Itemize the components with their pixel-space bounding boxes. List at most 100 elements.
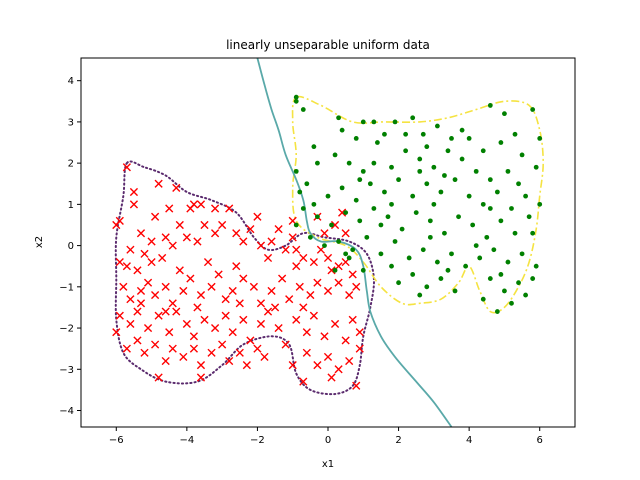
green-dot-marker bbox=[378, 251, 384, 257]
red-x-marker bbox=[218, 340, 227, 349]
red-x-marker bbox=[115, 311, 124, 320]
red-x-marker bbox=[299, 377, 308, 386]
red-x-marker bbox=[179, 286, 188, 296]
green-dot-marker bbox=[498, 272, 504, 277]
green-dot-marker bbox=[396, 280, 401, 286]
green-dot-marker bbox=[371, 119, 377, 125]
red-x-marker bbox=[126, 319, 135, 329]
green-dot-marker bbox=[470, 222, 476, 228]
red-x-marker bbox=[242, 361, 251, 370]
green-dot-marker bbox=[406, 255, 412, 261]
red-x-marker bbox=[214, 270, 223, 279]
y-tick-label: 4 bbox=[68, 76, 74, 87]
red-x-marker bbox=[196, 373, 206, 382]
y-axis-ticks: −4 −3 −2 −1 0 1 2 3 4 bbox=[59, 76, 81, 417]
green-dot-marker bbox=[424, 144, 430, 150]
red-x-marker bbox=[182, 233, 191, 242]
green-dot-marker bbox=[329, 222, 334, 228]
green-dot-marker bbox=[322, 243, 327, 248]
green-dot-marker bbox=[350, 247, 356, 253]
red-x-marker bbox=[207, 282, 216, 291]
red-x-marker bbox=[112, 220, 121, 230]
red-x-marker bbox=[143, 323, 153, 333]
red-x-marker bbox=[196, 361, 206, 370]
green-dot-marker bbox=[473, 168, 479, 174]
green-dot-marker bbox=[307, 234, 313, 240]
red-x-marker bbox=[263, 307, 273, 316]
green-dot-marker bbox=[502, 288, 507, 294]
green-dot-marker bbox=[424, 284, 430, 290]
x-tick-label: 2 bbox=[395, 435, 401, 446]
red-x-marker bbox=[235, 299, 244, 308]
green-dot-marker bbox=[396, 177, 401, 183]
green-dot-marker bbox=[487, 276, 493, 281]
red-x-marker bbox=[267, 237, 276, 246]
green-dot-marker bbox=[431, 201, 437, 207]
red-x-marker bbox=[239, 237, 248, 246]
green-dot-marker bbox=[300, 206, 306, 211]
green-dot-marker bbox=[445, 148, 451, 154]
green-dot-marker bbox=[498, 140, 504, 145]
green-dot-marker bbox=[360, 168, 366, 174]
x-axis-label: x1 bbox=[322, 459, 334, 470]
green-dot-marker bbox=[459, 156, 465, 162]
red-x-marker bbox=[239, 274, 248, 283]
red-x-marker bbox=[355, 328, 364, 337]
red-x-marker bbox=[151, 340, 160, 349]
red-x-marker bbox=[122, 163, 131, 172]
red-x-marker bbox=[126, 245, 135, 254]
green-dot-marker bbox=[537, 135, 543, 141]
green-dot-marker bbox=[332, 267, 338, 273]
red-x-marker bbox=[281, 245, 290, 254]
red-x-marker bbox=[330, 319, 340, 329]
red-x-marker bbox=[348, 270, 357, 279]
decision-boundary-line bbox=[256, 58, 453, 427]
red-x-marker bbox=[207, 348, 216, 357]
y-tick-label: 0 bbox=[68, 241, 74, 252]
red-x-marker bbox=[122, 262, 131, 271]
red-x-marker bbox=[196, 200, 206, 209]
green-dot-marker bbox=[410, 272, 416, 277]
red-x-marker bbox=[133, 307, 142, 316]
green-dot-marker bbox=[417, 168, 423, 174]
red-x-marker bbox=[115, 257, 124, 267]
green-dot-marker bbox=[434, 123, 440, 129]
red-x-marker bbox=[129, 187, 139, 197]
green-dot-marker bbox=[297, 189, 303, 195]
green-dot-marker bbox=[509, 300, 514, 306]
red-x-marker bbox=[168, 299, 177, 308]
red-x-marker bbox=[228, 286, 237, 296]
red-x-marker bbox=[161, 282, 170, 291]
green-dot-marker bbox=[427, 234, 433, 240]
red-x-markers bbox=[112, 163, 364, 390]
green-dot-marker bbox=[480, 201, 486, 207]
red-x-marker bbox=[154, 373, 163, 382]
red-x-marker bbox=[281, 340, 290, 349]
red-x-marker bbox=[175, 220, 184, 230]
green-dot-marker bbox=[442, 230, 447, 236]
green-dot-marker bbox=[360, 119, 366, 125]
red-x-marker bbox=[193, 303, 202, 312]
green-dot-marker bbox=[315, 160, 320, 166]
y-tick-label: −1 bbox=[59, 282, 74, 293]
green-dot-marker bbox=[389, 164, 394, 170]
green-dot-marker bbox=[325, 193, 331, 199]
y-tick-label: 3 bbox=[68, 117, 74, 128]
red-x-marker bbox=[256, 241, 266, 250]
red-x-marker bbox=[154, 311, 163, 320]
green-dot-marker bbox=[375, 140, 380, 145]
red-x-marker bbox=[140, 249, 149, 258]
green-dot-marker bbox=[512, 230, 518, 236]
green-dot-marker bbox=[530, 230, 536, 236]
red-x-marker bbox=[133, 336, 142, 345]
green-dot-marker bbox=[385, 214, 391, 220]
red-x-marker bbox=[186, 274, 195, 283]
red-x-marker bbox=[278, 274, 287, 283]
green-dot-marker bbox=[487, 206, 493, 211]
red-x-marker bbox=[292, 315, 301, 324]
green-dot-marker bbox=[311, 201, 317, 207]
red-x-marker bbox=[352, 282, 361, 291]
red-x-marker bbox=[122, 344, 131, 353]
red-x-marker bbox=[154, 179, 163, 188]
red-x-marker bbox=[320, 229, 329, 238]
